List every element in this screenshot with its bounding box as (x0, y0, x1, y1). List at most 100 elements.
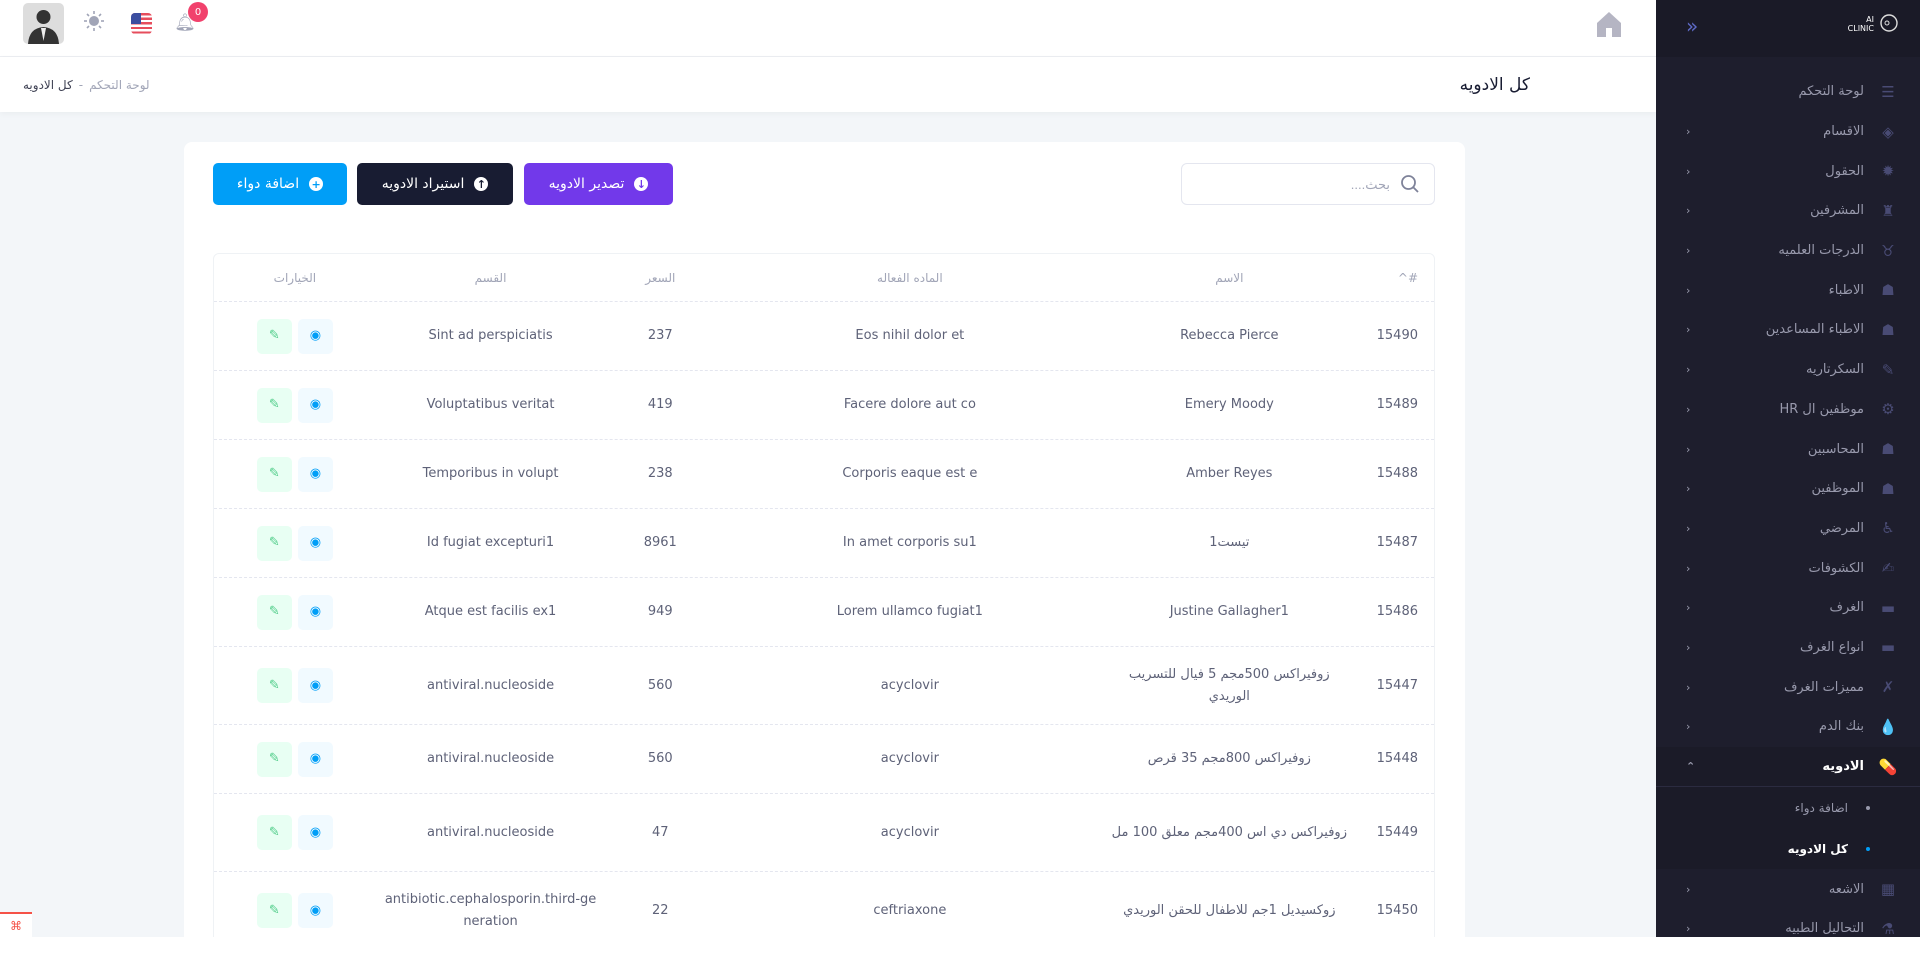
chevron-left-icon: ‹ (1686, 601, 1691, 615)
cell-id: 15488 (1376, 466, 1418, 481)
edit-button[interactable]: ✎ (256, 456, 292, 492)
avatar[interactable] (23, 3, 64, 44)
cell-active-ingredient: acyclovir (880, 824, 939, 840)
view-button[interactable]: ◉ (297, 668, 333, 703)
cell-category: Atque est facilis ex1 (424, 604, 557, 619)
header-name: الاسم (1215, 270, 1244, 285)
sidebar-item[interactable]: ✎ السكرتاريه ‹ (1656, 350, 1920, 390)
view-button[interactable]: ◉ (297, 741, 333, 777)
cell-id: 15449 (1376, 824, 1418, 840)
add-medicine-label: اضافة دواء (236, 176, 300, 192)
plus-circle-icon: + (309, 177, 324, 191)
sidebar-item[interactable]: ♿ المرضي ‹ (1656, 509, 1920, 549)
chevron-left-icon: ‹ (1686, 402, 1691, 416)
sidebar-item[interactable]: ☰ لوحة التحكم (1656, 72, 1920, 112)
search-box[interactable] (1181, 163, 1435, 205)
header-category: القسم (474, 270, 507, 285)
sidebar-item[interactable]: ♜ المشرفين ‹ (1656, 191, 1920, 231)
view-button[interactable]: ◉ (297, 525, 333, 561)
sidebar-item[interactable]: ▬ الغرف ‹ (1656, 588, 1920, 628)
sidebar-item[interactable]: ♉ الدرجات العلميه ‹ (1656, 231, 1920, 271)
cell-options: ◉ ✎ (214, 456, 376, 492)
cell-price: 560 (647, 677, 673, 693)
cell-category: antibiotic.cephalosporin.third-generatio… (384, 891, 597, 929)
sidebar-item[interactable]: ⚙ موظفين ال HR ‹ (1656, 390, 1920, 430)
sidebar-item-label: لوحة التحكم (1798, 84, 1864, 100)
chevron-left-icon: ‹ (1686, 323, 1691, 337)
edit-button[interactable]: ✎ (256, 594, 292, 630)
view-button[interactable]: ◉ (297, 318, 333, 354)
medicines-table: #^ الاسم الماده الفعاله السعر القسم الخي… (213, 253, 1435, 937)
sidebar-item[interactable]: ☗ الاطباء ‹ (1656, 270, 1920, 310)
logo[interactable]: AI CLINIC (1848, 12, 1900, 36)
sidebar-item-icon: ⚙ (1881, 400, 1895, 419)
sidebar-item[interactable]: ☗ الاطباء المساعدين ‹ (1656, 310, 1920, 350)
cell-id: 15489 (1376, 397, 1418, 412)
table-row: 15488 Amber Reyes Corporis eaque est e 2… (214, 440, 1434, 509)
add-medicine-button[interactable]: + اضافة دواء (213, 163, 347, 205)
search-input[interactable] (1200, 176, 1390, 192)
cell-options: ◉ ✎ (214, 525, 376, 561)
sidebar-item-icon: 💧 (1878, 717, 1898, 736)
import-medicines-button[interactable]: ↑ استيراد الادويه (357, 163, 513, 205)
edit-button[interactable]: ✎ (256, 893, 292, 928)
header-options: الخيارات (273, 270, 317, 285)
view-button[interactable]: ◉ (297, 893, 333, 928)
sidebar-item[interactable]: ☗ الموظفين ‹ (1656, 469, 1920, 509)
cell-name: Rebecca Pierce (1180, 328, 1279, 343)
chevron-left-icon: ‹ (1686, 283, 1691, 297)
cell-active-ingredient: Eos nihil dolor et (855, 328, 965, 343)
sidebar-item-label: الاقسام (1823, 124, 1864, 140)
cell-options: ◉ ✎ (214, 815, 376, 850)
collapse-sidebar-icon[interactable]: « (1686, 14, 1699, 38)
edit-button[interactable]: ✎ (256, 525, 292, 561)
edit-button[interactable]: ✎ (256, 668, 292, 703)
chevron-up-icon: ⌃ (1686, 760, 1696, 774)
sidebar-item-label: الادويه (1822, 759, 1864, 775)
sidebar-item[interactable]: ✹ الحقول ‹ (1656, 151, 1920, 191)
export-medicines-button[interactable]: ↓ تصدير الادويه (524, 163, 673, 205)
sidebar-subitem[interactable]: كل الادويه (1656, 828, 1920, 869)
header-id[interactable]: #^ (1397, 270, 1418, 285)
sidebar-item[interactable]: ▬ انواع الغرف ‹ (1656, 628, 1920, 668)
view-button[interactable]: ◉ (297, 815, 333, 850)
cell-active-ingredient: acyclovir (880, 751, 939, 766)
eye-icon: ◉ (309, 328, 322, 343)
sidebar-item[interactable]: ▦ الاشعه ‹ (1656, 869, 1920, 909)
theme-sun-icon[interactable] (83, 10, 105, 32)
edit-button[interactable]: ✎ (256, 387, 292, 423)
edit-icon: ✎ (268, 824, 280, 840)
sidebar-item[interactable]: ✍ الكشوفات ‹ (1656, 548, 1920, 588)
export-medicines-label: تصدير الادويه (548, 176, 625, 192)
sidebar-item[interactable]: 💧 بنك الدم ‹ (1656, 707, 1920, 747)
edit-button[interactable]: ✎ (256, 815, 292, 850)
sidebar-item-icon: ☗ (1881, 479, 1895, 498)
home-icon[interactable] (1594, 9, 1624, 39)
breadcrumb-home[interactable]: لوحة التحكم (89, 78, 150, 92)
notification-badge: 0 (188, 2, 208, 22)
view-button[interactable]: ◉ (297, 594, 333, 630)
table-row: 15447 زوفيراكس 500مجم 5 فيال للتسريب الو… (214, 647, 1434, 725)
breadcrumb: لوحة التحكم - كل الادويه (23, 78, 150, 92)
eye-icon: ◉ (309, 824, 322, 840)
cell-price: 238 (647, 466, 673, 481)
sidebar-item[interactable]: ◈ الاقسام ‹ (1656, 112, 1920, 152)
sidebar-item-icon: ♜ (1881, 201, 1895, 220)
chevron-left-icon: ‹ (1686, 204, 1691, 218)
debugbar-icon[interactable]: ⌘ (0, 912, 32, 937)
view-button[interactable]: ◉ (297, 456, 333, 492)
view-button[interactable]: ◉ (297, 387, 333, 423)
sidebar-item[interactable]: ⚗ التحاليل الطبيه ‹ (1656, 909, 1920, 937)
cell-id: 15487 (1376, 535, 1418, 550)
cell-price: 560 (647, 751, 673, 766)
sidebar-item[interactable]: ✗ مميزات الغرف ‹ (1656, 667, 1920, 707)
cell-price: 419 (647, 397, 673, 412)
edit-button[interactable]: ✎ (256, 318, 292, 354)
sidebar-subitem[interactable]: اضافة دواء (1656, 787, 1920, 828)
sidebar-item-label: بنك الدم (1818, 719, 1864, 735)
sidebar-item[interactable]: ☗ المحاسبين ‹ (1656, 429, 1920, 469)
cell-active-ingredient: ceftriaxone (873, 902, 947, 918)
sidebar-item[interactable]: 💊 الادويه ⌃ (1656, 746, 1920, 787)
edit-button[interactable]: ✎ (256, 741, 292, 777)
us-flag-icon[interactable] (131, 13, 152, 34)
